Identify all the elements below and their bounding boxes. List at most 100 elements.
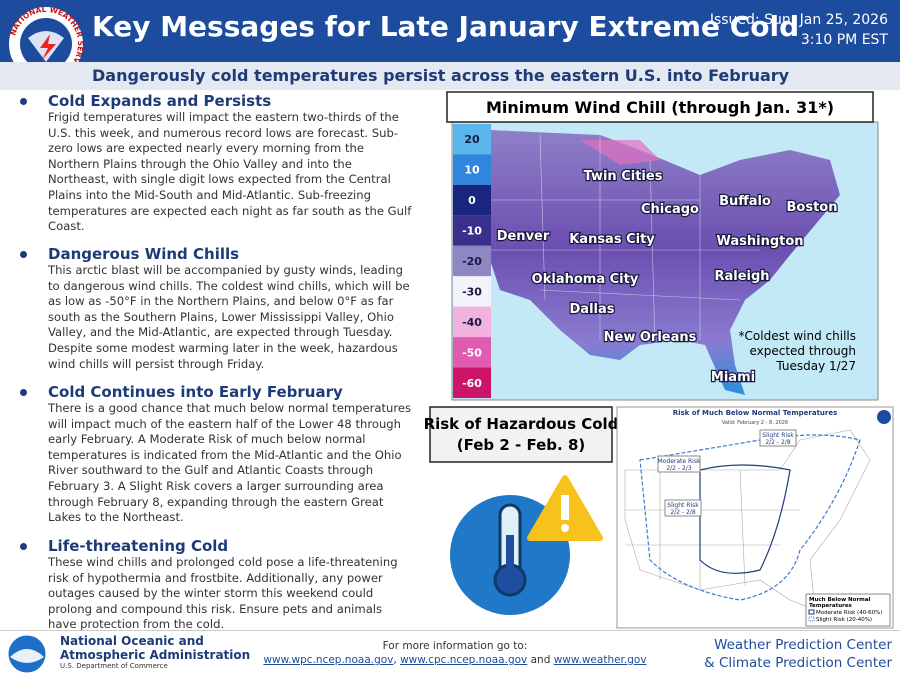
center: & Climate Prediction Center — [704, 655, 892, 671]
noaa-name-line: Atmospheric Administration — [60, 648, 251, 662]
link[interactable]: www.weather.gov — [553, 654, 647, 666]
joiner: and — [527, 654, 554, 666]
city-label: Miami — [711, 370, 755, 385]
legend-swatch — [808, 609, 815, 615]
area-dates: 2/2 - 2/8 — [670, 509, 695, 516]
risk-dates: (Feb 2 - Feb. 8) — [457, 436, 586, 454]
section-heading: Cold Expands and Persists — [14, 92, 414, 110]
legend-label: 0 — [468, 194, 476, 207]
section: Dangerous Wind Chills This arctic blast w… — [14, 245, 414, 372]
risk-area-labels: Slight Risk 2/2 - 2/8 Moderate Risk 2/2 … — [657, 429, 797, 517]
map-title: Minimum Wind Chill (through Jan. 31*) — [486, 98, 834, 117]
noaa-name: National Oceanic and Atmospheric Administ… — [60, 634, 250, 662]
center: Weather Prediction Center — [714, 637, 892, 653]
legend-label: -40 — [462, 316, 482, 329]
map-note: Tuesday 1/27 — [775, 359, 856, 373]
city-label: Oklahoma City — [532, 272, 639, 287]
section-heading: Cold Continues into Early February — [14, 383, 414, 401]
footer-rule — [0, 630, 900, 631]
issued-date: Issued: Sun, Jan 25, 2026 — [709, 12, 888, 28]
legend-swatch — [453, 124, 491, 155]
subtitle-band — [0, 62, 900, 90]
legend-swatch — [808, 616, 815, 622]
legend-swatch — [453, 215, 491, 246]
us-landmass — [490, 130, 840, 395]
links: www.wpc.ncep.noaa.gov, www.cpc.ncep.noaa… — [240, 654, 670, 666]
map-note: expected through — [749, 344, 856, 358]
legend-label: 10 — [464, 164, 480, 177]
city-label: Denver — [497, 229, 550, 244]
risk-map-title: Risk of Much Below Normal Temperatures — [673, 409, 838, 417]
link[interactable]: www.wpc.ncep.noaa.gov — [263, 654, 394, 666]
legend-label: -60 — [462, 377, 482, 390]
area-label-box — [664, 499, 702, 517]
area-label-box — [657, 455, 701, 473]
thermometer-level — [506, 535, 514, 580]
city-label: Kansas City — [569, 232, 655, 247]
city-label: Chicago — [641, 202, 699, 217]
city-label: Raleigh — [714, 269, 769, 284]
city-label: Twin Cities — [584, 169, 663, 184]
section-heading: Dangerous Wind Chills — [14, 245, 414, 263]
moderate-risk-outline — [699, 464, 791, 574]
maps: Minimum Wind Chill (through Jan. 31*) Ri… — [424, 91, 894, 629]
noaa-name-line: National Oceanic and — [60, 634, 204, 648]
centers: Weather Prediction Center & Climate Predi… — [704, 636, 892, 672]
section-body: Frigid temperatures will impact the east… — [48, 110, 412, 234]
warning-dot — [561, 524, 569, 532]
legend-label: -10 — [462, 225, 482, 238]
section-heading: Life-threatening Cold — [14, 537, 414, 555]
risk-legend — [805, 593, 891, 627]
legend-label: 20 — [464, 133, 480, 146]
legend-swatch — [453, 337, 491, 368]
area-label-box — [759, 429, 797, 447]
risk-legend-item: Moderate Risk (40-60%) — [816, 610, 883, 616]
area-name: Slight Risk — [762, 432, 794, 439]
city-label: New Orleans — [604, 330, 697, 345]
city-label: Boston — [787, 200, 838, 215]
section: Life-threatening Cold These wind chills a… — [14, 537, 414, 633]
legend-label: -50 — [462, 346, 482, 359]
subtitle: Dangerously cold temperatures persist ac… — [92, 66, 790, 85]
issued-time: 3:10 PM EST — [800, 32, 888, 48]
legend-swatch — [453, 245, 491, 277]
risk-legend-title: Temperatures — [809, 603, 853, 609]
risk-label: Risk of Hazardous Cold — [424, 415, 619, 433]
legend-label: -20 — [462, 255, 482, 268]
area-name: Slight Risk — [667, 502, 699, 509]
risk-label-box — [429, 406, 613, 463]
legend-swatch — [453, 184, 491, 216]
noaa-logo — [7, 634, 47, 674]
slight-risk-outline — [639, 434, 861, 601]
state-lines — [490, 134, 760, 346]
section: Cold Continues into Early February There … — [14, 383, 414, 526]
title: Key Messages for Late January Extreme Co… — [92, 10, 800, 43]
warning-bang — [561, 495, 569, 520]
legend-swatch — [453, 154, 491, 185]
header-band — [0, 0, 900, 62]
section-body: There is a good chance that much below n… — [48, 401, 412, 525]
map-title-box — [446, 91, 874, 123]
section-body: This arctic blast will be accompanied by… — [48, 263, 410, 371]
info: For more information go to: — [382, 640, 528, 652]
area-dates: 2/2 - 2/8 — [765, 439, 790, 446]
section-body: These wind chills and prolonged cold pos… — [48, 555, 398, 632]
area-name: Moderate Risk — [658, 458, 701, 465]
noaa-mini-logo — [877, 410, 891, 424]
link[interactable]: www.cpc.ncep.noaa.gov — [400, 654, 528, 666]
legend-label: -30 — [462, 285, 482, 298]
map-note: *Coldest wind chills — [739, 329, 856, 343]
joiner: , — [393, 654, 401, 666]
risk-map-valid: Valid: February 2 - 8, 2026 — [722, 420, 788, 426]
city-label: Washington — [716, 234, 803, 249]
dept: U.S. Department of Commerce — [60, 662, 168, 670]
legend-swatch — [453, 367, 491, 398]
city-label: Dallas — [570, 302, 615, 317]
risk-legend-title: Much Below Normal — [809, 597, 871, 603]
legend-swatch — [453, 276, 491, 307]
section: Cold Expands and Persists Frigid temperat… — [14, 92, 414, 235]
risk-map — [616, 406, 894, 629]
area-dates: 2/2 - 2/3 — [666, 465, 691, 472]
risk-legend-item: Slight Risk (20-40%) — [816, 617, 872, 623]
